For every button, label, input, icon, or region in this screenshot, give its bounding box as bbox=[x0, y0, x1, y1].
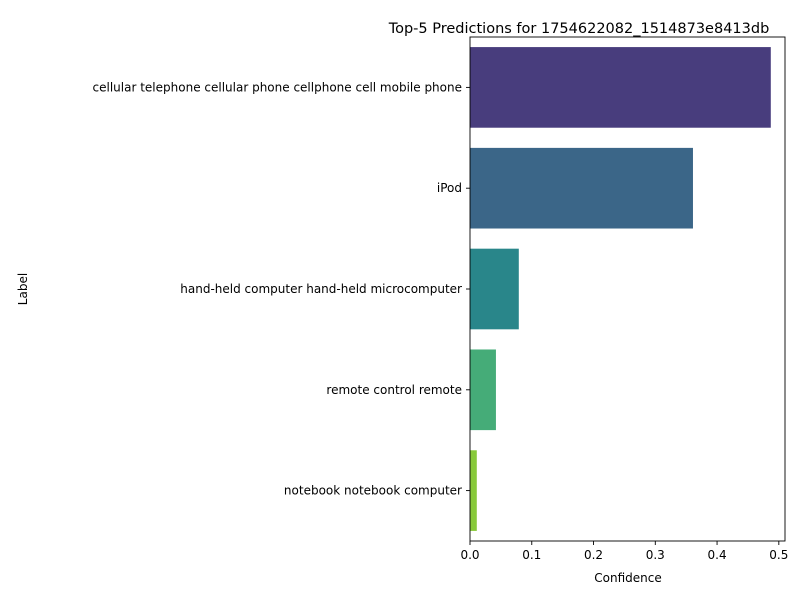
chart-title: Top-5 Predictions for 1754622082_1514873… bbox=[388, 21, 770, 37]
y-tick-label: notebook notebook computer bbox=[284, 484, 462, 498]
x-tick-label: 0.4 bbox=[708, 548, 727, 562]
y-axis-label: Label bbox=[16, 273, 30, 305]
y-ticks: cellular telephone cellular phone cellph… bbox=[93, 80, 470, 498]
y-tick-label: cellular telephone cellular phone cellph… bbox=[93, 80, 462, 94]
y-tick-label: iPod bbox=[437, 181, 462, 195]
bar bbox=[470, 248, 519, 330]
x-tick-label: 0.2 bbox=[584, 548, 603, 562]
x-ticks: 0.0 0.1 0.2 0.3 0.4 0.5 bbox=[460, 541, 788, 562]
x-tick-label: 0.3 bbox=[646, 548, 665, 562]
x-axis-label: Confidence bbox=[594, 571, 661, 585]
bar bbox=[470, 450, 477, 531]
bar bbox=[470, 47, 771, 128]
bar bbox=[470, 349, 496, 431]
plot-frame bbox=[469, 36, 786, 542]
x-tick-label: 0.0 bbox=[460, 548, 479, 562]
bars bbox=[470, 47, 771, 531]
x-tick-label: 0.5 bbox=[769, 548, 788, 562]
bar bbox=[470, 147, 693, 229]
x-tick-label: 0.1 bbox=[522, 548, 541, 562]
y-tick-label: remote control remote bbox=[326, 383, 462, 397]
y-tick-label: hand-held computer hand-held microcomput… bbox=[180, 282, 462, 296]
